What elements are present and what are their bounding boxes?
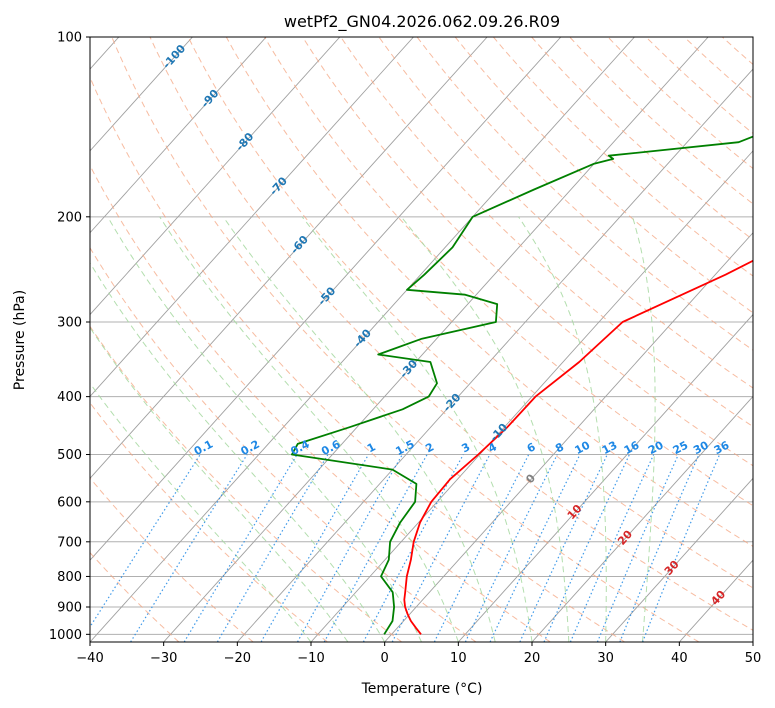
moist-adiabat-line bbox=[222, 216, 496, 642]
isotherm-line bbox=[605, 477, 753, 642]
isotherm-line bbox=[384, 232, 753, 642]
dry-adiabat-line bbox=[264, 37, 753, 507]
temperature-profile-line bbox=[403, 259, 753, 635]
x-axis-ticks: −40 −30 −20 −10 0 10 20 30 40 50 bbox=[76, 642, 761, 666]
y-tick-label: 900 bbox=[57, 600, 82, 615]
x-axis-label: Temperature (°C) bbox=[361, 681, 483, 697]
moist-adiabat-line bbox=[518, 216, 607, 642]
mixing-ratio-line bbox=[362, 454, 464, 642]
mixing-ratio-label-text: 16 bbox=[622, 438, 642, 457]
dry-adiabat-line bbox=[454, 37, 753, 314]
x-tick-label: −40 bbox=[76, 651, 103, 666]
dewpoint-profile-line bbox=[291, 135, 753, 635]
dry-adiabat-line bbox=[340, 37, 753, 428]
dry-adiabat-line bbox=[90, 164, 551, 642]
mixing-ratio-line bbox=[519, 454, 608, 642]
isotherm-line bbox=[163, 37, 709, 642]
x-tick-label: 0 bbox=[381, 651, 389, 666]
x-tick-label: 50 bbox=[745, 651, 762, 666]
isotherm-line bbox=[90, 37, 193, 152]
mixing-ratio-line bbox=[543, 454, 630, 642]
moist-adiabat-line bbox=[107, 216, 422, 642]
dry-adiabat-line bbox=[90, 246, 477, 642]
y-axis-ticks: 1000 900 800 700 600 500 400 300 200 100 bbox=[49, 31, 90, 643]
mixing-ratio-label-text: 20 bbox=[646, 438, 666, 457]
isotherm-line bbox=[90, 37, 341, 316]
isotherm-line bbox=[90, 37, 562, 561]
moist-adiabat-line bbox=[159, 216, 459, 642]
mixing-ratio-line bbox=[260, 454, 370, 642]
moist-adiabat-line bbox=[90, 326, 349, 642]
y-tick-label: 400 bbox=[57, 390, 82, 405]
background-lines bbox=[90, 37, 753, 642]
mixing-ratio-line bbox=[183, 454, 298, 642]
dry-adiabat-line bbox=[90, 76, 625, 642]
dry-adiabat-line bbox=[111, 37, 700, 642]
x-tick-label: 20 bbox=[524, 651, 541, 666]
y-tick-label: 600 bbox=[57, 495, 82, 510]
x-tick-label: 40 bbox=[671, 651, 688, 666]
mixing-ratio-label: 36 bbox=[712, 438, 732, 457]
mixing-ratio-label: 10 bbox=[573, 438, 593, 457]
mixing-ratio-line bbox=[642, 454, 721, 642]
dry-adiabat-line bbox=[378, 37, 753, 389]
mixing-ratio-label-text: 10 bbox=[573, 438, 593, 457]
isotherm-line bbox=[531, 395, 753, 642]
mixing-ratio-label: 13 bbox=[600, 439, 620, 458]
dry-adiabat-line bbox=[225, 37, 753, 547]
mixing-ratio-label-text: 30 bbox=[691, 438, 711, 457]
isotherm-line bbox=[752, 641, 753, 642]
mixing-ratio-label: 25 bbox=[671, 439, 691, 458]
mixing-ratio-line bbox=[619, 454, 700, 642]
x-tick-label: −10 bbox=[297, 651, 324, 666]
mixing-ratio-line bbox=[489, 454, 581, 642]
moist-adiabat-line bbox=[90, 261, 386, 642]
dry-adiabat-line bbox=[416, 37, 753, 351]
y-tick-label: 200 bbox=[57, 210, 82, 225]
isotherm-line bbox=[90, 37, 635, 642]
x-tick-label: −30 bbox=[150, 651, 177, 666]
y-axis-label: Pressure (hPa) bbox=[12, 290, 28, 390]
y-tick-label: 500 bbox=[57, 448, 82, 463]
chart-title: wetPf2_GN04.2026.062.09.26.R09 bbox=[284, 12, 560, 32]
x-tick-label: 10 bbox=[450, 651, 467, 666]
mixing-ratio-line bbox=[569, 454, 655, 642]
isotherm-line bbox=[457, 313, 753, 642]
moist-adiabat-line bbox=[632, 216, 656, 642]
series-layer bbox=[291, 135, 753, 635]
isotherm-line bbox=[236, 68, 753, 642]
isotherm-line bbox=[90, 37, 488, 479]
mixing-ratio-line bbox=[90, 454, 201, 629]
moist-adiabat-line bbox=[400, 216, 570, 642]
mixing-ratio-line bbox=[596, 454, 679, 642]
mixing-ratio-label: 20 bbox=[646, 438, 666, 457]
mixing-ratio-label: 30 bbox=[691, 438, 711, 457]
x-tick-label: 30 bbox=[597, 651, 614, 666]
mixing-ratio-label-text: 25 bbox=[671, 439, 691, 458]
dry-adiabat-line bbox=[302, 37, 753, 467]
dry-adiabat-line bbox=[90, 551, 180, 642]
y-tick-label: 800 bbox=[57, 570, 82, 585]
y-tick-label: 300 bbox=[57, 315, 82, 330]
x-tick-label: −20 bbox=[224, 651, 251, 666]
dry-adiabat-line bbox=[187, 37, 753, 589]
isotherm-line bbox=[90, 37, 414, 398]
mixing-ratio-label-text: 36 bbox=[712, 438, 732, 457]
mixing-ratio-line bbox=[216, 454, 329, 642]
mixing-ratio-label: 16 bbox=[622, 438, 642, 457]
y-tick-label: 700 bbox=[57, 535, 82, 550]
isotherm-line bbox=[90, 37, 267, 234]
mixing-ratio-label-text: 13 bbox=[600, 439, 620, 458]
dry-adiabat-line bbox=[90, 477, 254, 642]
isotherm-line bbox=[310, 150, 753, 642]
dry-adiabat-line bbox=[149, 37, 753, 631]
y-tick-label: 100 bbox=[57, 31, 82, 46]
y-tick-label: 1000 bbox=[49, 628, 82, 643]
plot-frame bbox=[89, 36, 754, 643]
mixing-ratio-line bbox=[296, 454, 403, 642]
